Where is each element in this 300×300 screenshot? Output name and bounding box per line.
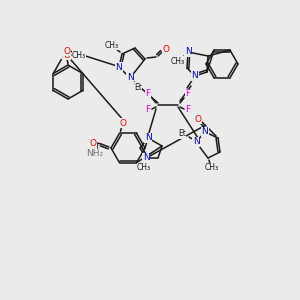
Text: Et: Et bbox=[178, 130, 186, 139]
Text: NH₂: NH₂ bbox=[86, 149, 103, 158]
Text: N: N bbox=[127, 74, 134, 82]
Text: O: O bbox=[64, 47, 71, 56]
Text: N: N bbox=[142, 154, 149, 163]
Text: CH₃: CH₃ bbox=[72, 50, 86, 59]
Text: F: F bbox=[185, 89, 190, 98]
Text: CH₃: CH₃ bbox=[205, 164, 219, 172]
Text: N: N bbox=[116, 62, 122, 71]
Text: N: N bbox=[145, 134, 152, 142]
Text: N: N bbox=[193, 137, 200, 146]
Text: O: O bbox=[119, 119, 126, 128]
Text: Et: Et bbox=[134, 82, 142, 91]
Text: CH₃: CH₃ bbox=[171, 56, 185, 65]
Text: CH₃: CH₃ bbox=[105, 40, 119, 50]
Text: O: O bbox=[64, 50, 70, 59]
Text: O: O bbox=[163, 44, 170, 53]
Text: N: N bbox=[184, 47, 191, 56]
Text: N: N bbox=[192, 71, 198, 80]
Text: F: F bbox=[146, 106, 151, 115]
Text: CH₃: CH₃ bbox=[137, 164, 151, 172]
Text: O: O bbox=[194, 115, 202, 124]
Text: F: F bbox=[146, 89, 151, 98]
Text: N: N bbox=[202, 128, 208, 136]
Text: O: O bbox=[89, 140, 97, 148]
Text: F: F bbox=[185, 106, 190, 115]
